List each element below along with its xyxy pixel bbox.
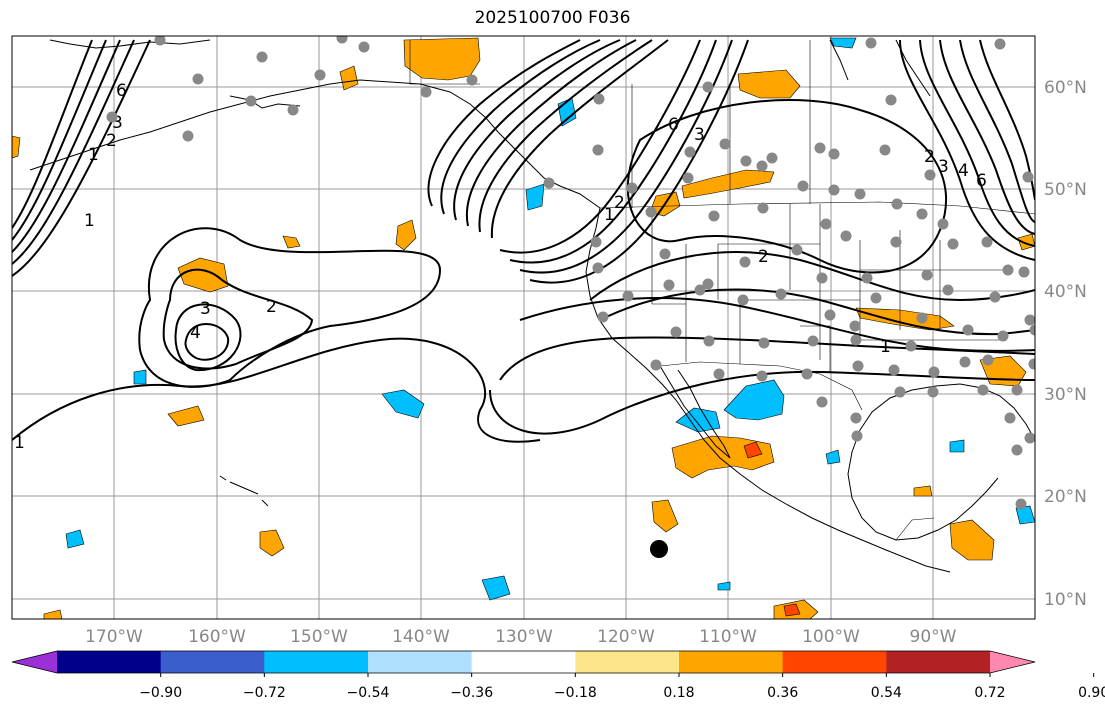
lat-label-30n: 30°N — [1044, 385, 1087, 405]
orange-region-small-c — [167, 405, 205, 427]
orange-region-central-us — [855, 307, 955, 331]
lat-label-20n: 20°N — [1044, 487, 1087, 507]
colorbar-tick-label: −0.72 — [243, 685, 286, 701]
colorbar-tick-label: 0.90 — [1078, 685, 1105, 701]
blue-region-small-b — [717, 581, 731, 591]
lon-label-100w: 100°W — [802, 627, 860, 647]
orange-region-tropical-a — [651, 499, 679, 533]
contour-label: 3 — [200, 299, 211, 319]
blue-region-gulf-calif — [675, 407, 721, 433]
colorbar-extend-high — [990, 651, 1035, 673]
orange-region-small-b — [395, 219, 417, 251]
colorbar-segment — [160, 651, 265, 673]
contour-label: 4 — [958, 161, 969, 181]
lon-label-110w: 110°W — [699, 627, 757, 647]
lon-label-90w: 90°W — [910, 627, 957, 647]
lon-label-140w: 140°W — [392, 627, 450, 647]
orange-region-hawaii — [259, 529, 285, 557]
colorbar: −0.90 −0.72 −0.54 −0.36 −0.18 0.18 0.36 0.54 0.7… — [11, 650, 1105, 701]
blue-region-tropical — [481, 575, 511, 601]
orange-region-gulf-alaska — [403, 37, 481, 81]
lon-label-170w: 170°W — [85, 627, 143, 647]
colorbar-segment — [471, 651, 576, 673]
contour-label: 6 — [668, 115, 679, 135]
colorbar-tick-label: 0.36 — [767, 685, 798, 701]
station-markers — [106, 36, 1035, 510]
orange-region-yucatan — [949, 519, 995, 561]
contour-label: 1 — [14, 433, 25, 453]
lon-label-160w: 160°W — [188, 627, 246, 647]
orange-region-nw-canada — [737, 69, 801, 99]
orange-region-bc — [681, 169, 775, 199]
colorbar-segment — [264, 651, 369, 673]
contour-label: 3 — [694, 125, 705, 145]
colorbar-tick-label: −0.90 — [139, 685, 182, 701]
map-title: 2025100700 F036 — [474, 8, 631, 28]
contour-label: 1 — [880, 337, 891, 357]
colorbar-segment — [575, 651, 680, 673]
orange-region-subtropical-pacific — [177, 257, 229, 293]
contour-label: 6 — [976, 171, 987, 191]
longitude-labels: 170°W 160°W 150°W 140°W 130°W 120°W 110°… — [85, 627, 957, 647]
contour-label: 6 — [116, 81, 127, 101]
lon-label-120w: 120°W — [597, 627, 655, 647]
blue-region-sw-us — [723, 379, 785, 421]
colorbar-segments — [11, 650, 1036, 674]
lat-label-10n: 10°N — [1044, 590, 1087, 610]
contour-label: 4 — [190, 323, 201, 343]
colorbar-tick-label: −0.54 — [347, 685, 390, 701]
blue-region-mexico-pacific — [825, 449, 841, 465]
orange-region-alaska-small — [339, 65, 359, 91]
blue-region-small — [829, 37, 857, 49]
colorbar-segment — [782, 651, 887, 673]
map-frame — [11, 35, 1036, 620]
graticule — [12, 36, 1035, 619]
contour-label: 2 — [924, 147, 935, 167]
contour-label: 3 — [112, 113, 123, 133]
colorbar-tick-label: −0.18 — [554, 685, 597, 701]
contour-label: 2 — [758, 247, 769, 267]
orange-region-small-a — [282, 235, 301, 249]
lat-label-50n: 50°N — [1044, 180, 1087, 200]
shaded-regions — [12, 37, 1035, 619]
red-region-southwest — [783, 603, 801, 617]
latitude-labels: 60°N 50°N 40°N 30°N 20°N 10°N — [1044, 78, 1087, 610]
storm-marker — [650, 540, 668, 558]
contour-label: 1 — [84, 211, 95, 231]
colorbar-tick-label: −0.36 — [450, 685, 493, 701]
red-region-mexico — [743, 441, 763, 459]
contour-labels: 1 2 3 4 6 1 2 3 1 2 6 3 2 3 4 6 2 1 1 — [14, 81, 987, 453]
colorbar-tick-label: 0.18 — [663, 685, 694, 701]
colorbar-segment — [368, 651, 473, 673]
contour-label: 3 — [938, 157, 949, 177]
colorbar-labels: −0.90 −0.72 −0.54 −0.36 −0.18 0.18 0.36 0.54 0.7… — [139, 673, 1105, 701]
colorbar-outline — [11, 650, 1036, 674]
blue-region-pacific-c — [525, 183, 545, 211]
lat-label-60n: 60°N — [1044, 78, 1087, 98]
colorbar-extend-low — [12, 651, 57, 673]
orange-region-east-pacific — [913, 485, 933, 497]
lat-label-40n: 40°N — [1044, 282, 1087, 302]
blue-region-hawaii-n — [133, 369, 147, 385]
orange-region-small-d — [43, 609, 63, 619]
contour-label: 1 — [88, 145, 99, 165]
contour-label: 2 — [614, 193, 625, 213]
lon-label-130w: 130°W — [495, 627, 553, 647]
contour-label: 2 — [106, 131, 117, 151]
contour-label: 2 — [266, 297, 277, 317]
blue-region-west — [65, 529, 85, 549]
contour-label: 1 — [604, 205, 615, 225]
colorbar-segment — [679, 651, 784, 673]
colorbar-segment — [57, 651, 162, 673]
blue-region-gulf — [949, 439, 965, 453]
orange-region-nw-corner — [12, 135, 21, 159]
blue-region-pacific-a — [381, 389, 425, 419]
colorbar-tick-label: 0.72 — [974, 685, 1005, 701]
colorbar-tick-label: 0.54 — [871, 685, 902, 701]
lon-label-150w: 150°W — [290, 627, 348, 647]
borders — [409, 40, 1035, 541]
colorbar-segment — [886, 651, 991, 673]
